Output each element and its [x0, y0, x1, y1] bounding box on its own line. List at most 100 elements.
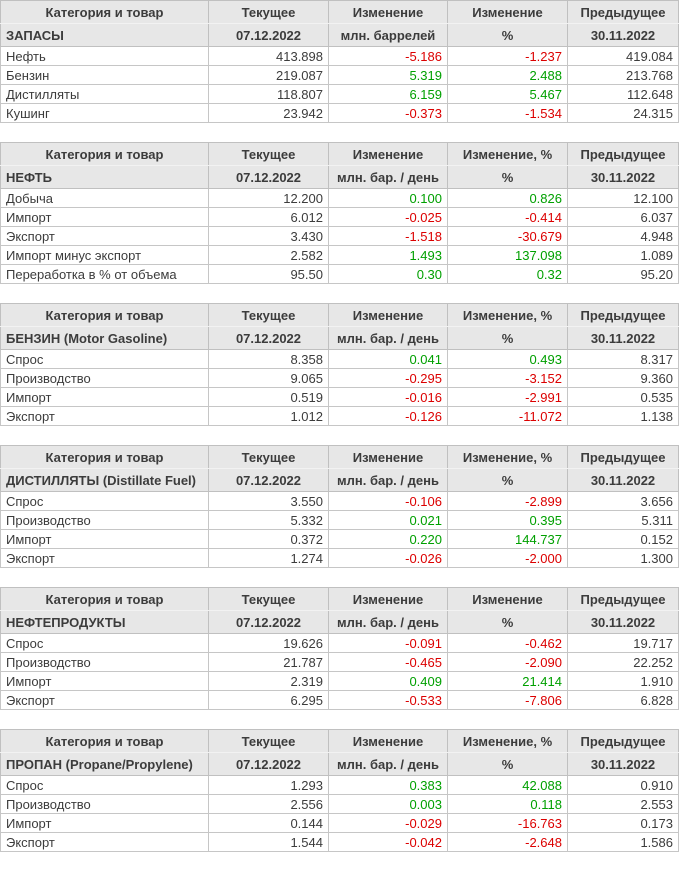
subheader-previous-date: 30.11.2022	[567, 23, 679, 47]
subheader-previous-date: 30.11.2022	[567, 752, 679, 776]
change-pct-value: 0.493	[447, 349, 568, 369]
header-current: Текущее	[208, 142, 329, 166]
header-current: Текущее	[208, 445, 329, 469]
row-label: Производство	[0, 652, 209, 672]
header-change-pct: Изменение	[447, 587, 568, 611]
row-label: Спрос	[0, 775, 209, 795]
change-pct-value: -3.152	[447, 368, 568, 388]
header-row: Категория и товар Текущее Изменение Изме…	[0, 0, 679, 24]
subheader-row: БЕНЗИН (Motor Gasoline) 07.12.2022 млн. …	[0, 326, 679, 350]
previous-value: 1.300	[567, 548, 679, 568]
table-row: Производство 2.556 0.003 0.118 2.553	[0, 794, 679, 814]
change-abs-value: -0.106	[328, 491, 448, 511]
row-label: Импорт	[0, 671, 209, 691]
table-body: Спрос 8.358 0.041 0.493 8.317 Производст…	[0, 349, 679, 426]
row-label: Спрос	[0, 349, 209, 369]
header-row: Категория и товар Текущее Изменение Изме…	[0, 303, 679, 327]
stats-table: Категория и товар Текущее Изменение Изме…	[0, 445, 679, 568]
subheader-change-unit: млн. бар. / день	[328, 165, 448, 189]
current-value: 12.200	[208, 188, 329, 208]
change-abs-value: 0.003	[328, 794, 448, 814]
change-pct-value: 21.414	[447, 671, 568, 691]
change-pct-value: 0.32	[447, 264, 568, 284]
subheader-percent-sign: %	[447, 752, 568, 776]
change-pct-value: -30.679	[447, 226, 568, 246]
header-category: Категория и товар	[0, 0, 209, 24]
subheader-percent-sign: %	[447, 23, 568, 47]
change-abs-value: 1.493	[328, 245, 448, 265]
subheader-percent-sign: %	[447, 326, 568, 350]
row-label: Спрос	[0, 633, 209, 653]
table-row: Импорт 0.519 -0.016 -2.991 0.535	[0, 387, 679, 407]
change-pct-value: 144.737	[447, 529, 568, 549]
row-label: Экспорт	[0, 548, 209, 568]
row-label: Дистилляты	[0, 84, 209, 104]
row-label: Бензин	[0, 65, 209, 85]
change-abs-value: -0.025	[328, 207, 448, 227]
row-label: Импорт минус экспорт	[0, 245, 209, 265]
header-category: Категория и товар	[0, 445, 209, 469]
table-head: Категория и товар Текущее Изменение Изме…	[0, 445, 679, 492]
row-label: Производство	[0, 794, 209, 814]
header-change-pct: Изменение, %	[447, 445, 568, 469]
change-pct-value: -0.414	[447, 207, 568, 227]
header-change-pct: Изменение, %	[447, 142, 568, 166]
change-pct-value: 137.098	[447, 245, 568, 265]
subheader-percent-sign: %	[447, 610, 568, 634]
table-head: Категория и товар Текущее Изменение Изме…	[0, 142, 679, 189]
table-row: Переработка в % от объема 95.50 0.30 0.3…	[0, 264, 679, 284]
current-value: 1.544	[208, 832, 329, 852]
table-row: Спрос 8.358 0.041 0.493 8.317	[0, 349, 679, 369]
change-pct-value: 2.488	[447, 65, 568, 85]
change-pct-value: 0.395	[447, 510, 568, 530]
subheader-current-date: 07.12.2022	[208, 165, 329, 189]
subheader-current-date: 07.12.2022	[208, 610, 329, 634]
header-row: Категория и товар Текущее Изменение Изме…	[0, 142, 679, 166]
table-row: Экспорт 6.295 -0.533 -7.806 6.828	[0, 690, 679, 710]
subheader-current-date: 07.12.2022	[208, 752, 329, 776]
subheader-previous-date: 30.11.2022	[567, 326, 679, 350]
table-head: Категория и товар Текущее Изменение Изме…	[0, 0, 679, 47]
change-pct-value: -2.000	[447, 548, 568, 568]
previous-value: 1.138	[567, 406, 679, 426]
table-row: Спрос 1.293 0.383 42.088 0.910	[0, 775, 679, 795]
previous-value: 0.910	[567, 775, 679, 795]
subheader-title: ДИСТИЛЛЯТЫ (Distillate Fuel)	[0, 468, 209, 492]
previous-value: 419.084	[567, 46, 679, 66]
current-value: 1.012	[208, 406, 329, 426]
header-previous: Предыдущее	[567, 142, 679, 166]
header-change-abs: Изменение	[328, 0, 448, 24]
table-row: Спрос 3.550 -0.106 -2.899 3.656	[0, 491, 679, 511]
previous-value: 0.535	[567, 387, 679, 407]
previous-value: 1.910	[567, 671, 679, 691]
table-head: Категория и товар Текущее Изменение Изме…	[0, 303, 679, 350]
header-previous: Предыдущее	[567, 445, 679, 469]
row-label: Добыча	[0, 188, 209, 208]
change-abs-value: -5.186	[328, 46, 448, 66]
previous-value: 95.20	[567, 264, 679, 284]
subheader-row: НЕФТЬ 07.12.2022 млн. бар. / день % 30.1…	[0, 165, 679, 189]
change-pct-value: -7.806	[447, 690, 568, 710]
stats-table: Категория и товар Текущее Изменение Изме…	[0, 587, 679, 710]
change-pct-value: 0.118	[447, 794, 568, 814]
change-abs-value: 0.021	[328, 510, 448, 530]
subheader-current-date: 07.12.2022	[208, 326, 329, 350]
previous-value: 12.100	[567, 188, 679, 208]
change-pct-value: -2.899	[447, 491, 568, 511]
table-row: Кушинг 23.942 -0.373 -1.534 24.315	[0, 103, 679, 123]
stats-table: Категория и товар Текущее Изменение Изме…	[0, 303, 679, 426]
current-value: 413.898	[208, 46, 329, 66]
change-pct-value: -0.462	[447, 633, 568, 653]
previous-value: 24.315	[567, 103, 679, 123]
previous-value: 3.656	[567, 491, 679, 511]
table-head: Категория и товар Текущее Изменение Изме…	[0, 587, 679, 634]
header-category: Категория и товар	[0, 729, 209, 753]
table-row: Импорт 6.012 -0.025 -0.414 6.037	[0, 207, 679, 227]
header-current: Текущее	[208, 0, 329, 24]
current-value: 3.550	[208, 491, 329, 511]
subheader-title: НЕФТЕПРОДУКТЫ	[0, 610, 209, 634]
change-pct-value: 42.088	[447, 775, 568, 795]
previous-value: 2.553	[567, 794, 679, 814]
header-row: Категория и товар Текущее Изменение Изме…	[0, 445, 679, 469]
current-value: 6.295	[208, 690, 329, 710]
